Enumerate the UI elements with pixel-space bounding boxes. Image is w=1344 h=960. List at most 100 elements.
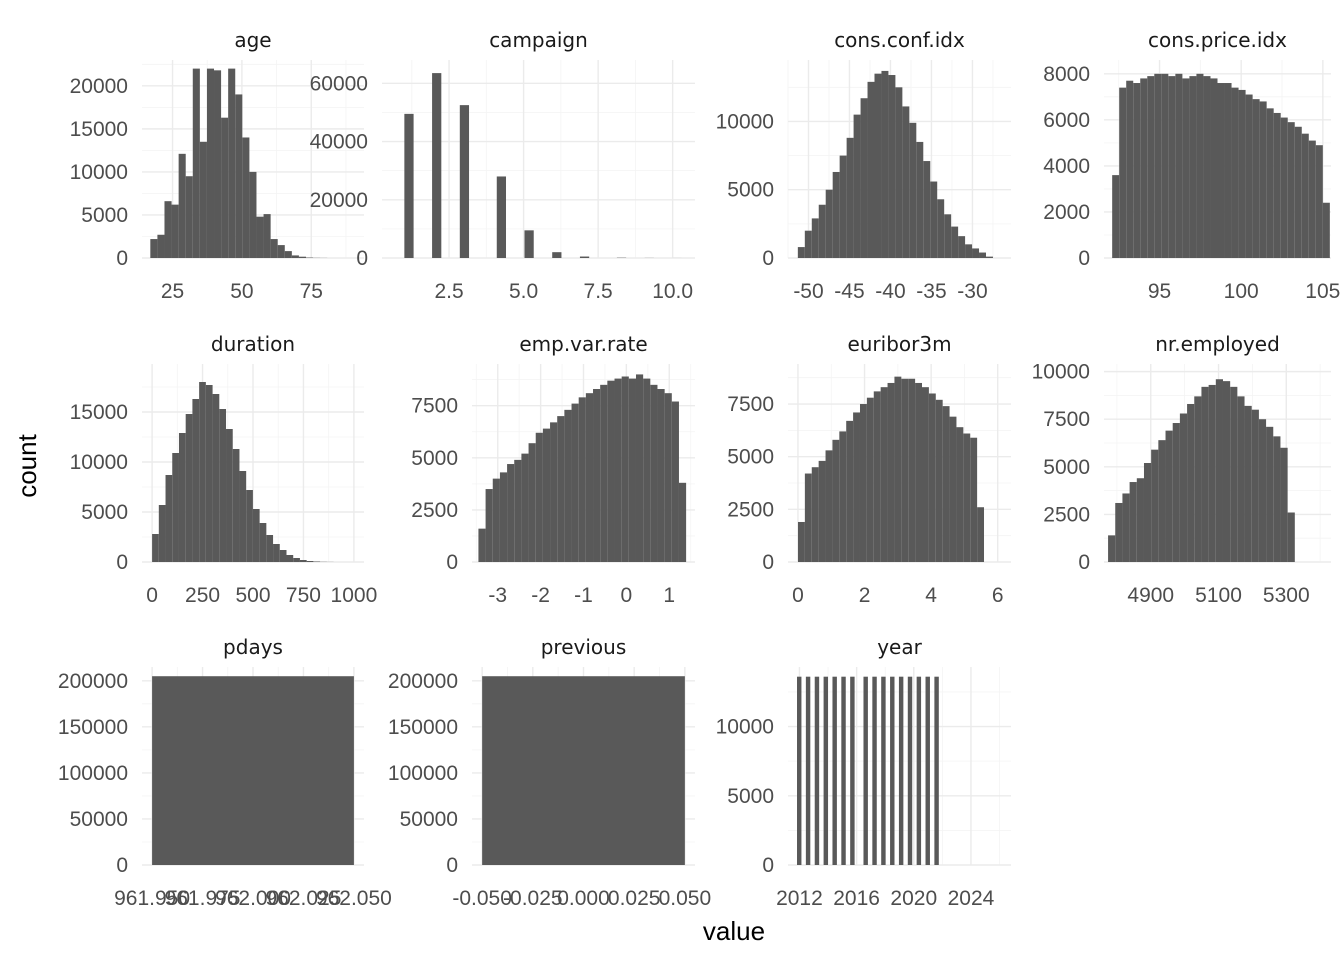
- facet-cons-conf-idx: cons.conf.idx 0 5000 10000 -50 -45 -40 -35 -30: [716, 28, 1011, 303]
- x-tick-label: 962.025: [265, 887, 341, 910]
- histogram-bar: [841, 676, 846, 865]
- histogram-bar: [935, 399, 943, 562]
- x-tick-label: 2012: [776, 887, 823, 910]
- histogram-bar: [972, 248, 980, 258]
- histogram-bar: [1322, 202, 1330, 258]
- histogram-bar: [635, 374, 644, 562]
- histogram-bar: [152, 534, 159, 562]
- y-tick-label: 6000: [1043, 109, 1090, 132]
- facet-title: euribor3m: [847, 332, 951, 356]
- histogram-bar: [909, 122, 917, 258]
- histogram-bar: [860, 98, 868, 258]
- histogram-bar: [811, 218, 819, 258]
- histogram-bar: [916, 141, 924, 258]
- facet-title: nr.employed: [1155, 332, 1280, 356]
- histogram-bar: [888, 75, 896, 259]
- x-tick-label: 1: [663, 584, 675, 607]
- histogram-bar: [192, 68, 200, 258]
- x-tick-label: 75: [300, 280, 323, 303]
- y-tick-label: 0: [356, 247, 368, 270]
- histogram-bar: [1189, 76, 1197, 259]
- y-tick-label: 5000: [727, 179, 774, 202]
- y-tick-label: 200000: [388, 670, 458, 693]
- y-tick-label: 5000: [81, 501, 128, 524]
- facet-duration: duration 0 5000 10000 15000 0 250 500 750 1000: [70, 332, 378, 607]
- histogram-bar: [242, 137, 250, 258]
- x-tick-label: 5100: [1195, 584, 1242, 607]
- x-tick-label: 4: [925, 584, 937, 607]
- histogram-bar: [678, 482, 687, 562]
- y-tick-label: 15000: [70, 118, 128, 141]
- histogram-bar: [832, 439, 840, 562]
- histogram-bar: [797, 247, 805, 258]
- histogram-bar: [839, 431, 847, 562]
- histogram-bar: [965, 244, 973, 258]
- y-tick-label: 0: [1078, 247, 1090, 270]
- histogram-bar: [1301, 133, 1309, 258]
- histogram-bar: [199, 141, 207, 258]
- facet-title: age: [234, 28, 271, 52]
- histogram-bar: [898, 676, 904, 865]
- histogram-bar: [273, 544, 280, 562]
- histogram-bar: [657, 389, 665, 562]
- y-tick-label: 0: [1078, 551, 1090, 574]
- histogram-bar: [1251, 409, 1259, 562]
- histogram-bar: [178, 433, 186, 562]
- histogram-bar: [299, 560, 307, 562]
- histogram-bar: [246, 490, 253, 562]
- histogram-bar: [832, 171, 840, 258]
- histogram-bar: [1245, 94, 1253, 258]
- histogram-bar: [239, 471, 247, 562]
- histogram-bar: [600, 384, 608, 562]
- y-tick-label: 5000: [1043, 456, 1090, 479]
- histogram-bar: [1222, 381, 1231, 562]
- x-tick-label: -0.050: [452, 887, 512, 910]
- histogram-bar: [1203, 76, 1211, 259]
- x-tick-label: 2.5: [434, 280, 463, 303]
- y-tick-label: 10000: [70, 451, 128, 474]
- y-tick-label: 10000: [716, 110, 774, 133]
- x-tick-label: 105: [1305, 280, 1340, 303]
- histogram-bar: [1112, 175, 1120, 258]
- histogram-bar: [805, 676, 811, 865]
- facet-campaign: campaign 0 20000 40000 60000 2.5 5.0 7.5 10.0: [310, 28, 695, 303]
- histogram-bar: [270, 239, 278, 258]
- histogram-bar: [1182, 78, 1190, 258]
- y-tick-label: 8000: [1043, 63, 1090, 86]
- histogram-bar: [259, 523, 267, 562]
- x-tick-label: 0.025: [608, 887, 661, 910]
- histogram-bar: [1143, 463, 1152, 562]
- y-tick-label: 0: [762, 854, 774, 877]
- y-tick-label: 100000: [58, 762, 128, 785]
- histogram-bar: [1133, 83, 1141, 259]
- histogram-bar: [228, 68, 236, 258]
- histogram-bar: [956, 427, 964, 562]
- facet-year: year 0 5000 10000 2012 2016 2020 2024: [716, 635, 1011, 910]
- histogram-bar: [206, 68, 215, 258]
- histogram-bar: [866, 397, 874, 562]
- y-tick-label: 60000: [310, 72, 368, 95]
- histogram-bar: [1168, 76, 1176, 259]
- facet-previous: previous 0 50000 100000 150000 200000 -0.050-0…: [388, 635, 711, 910]
- x-tick-label: 1000: [331, 584, 378, 607]
- x-tick-label: 95: [1148, 280, 1171, 303]
- histogram-bar: [150, 239, 158, 258]
- histogram-bar: [1172, 423, 1180, 562]
- y-tick-label: 150000: [58, 716, 128, 739]
- histogram-bar: [1273, 436, 1281, 562]
- histogram-bar: [172, 453, 179, 562]
- histogram-bar: [804, 230, 812, 258]
- histogram-bar: [1158, 440, 1166, 562]
- histogram-bar: [1196, 73, 1204, 258]
- facet-age: age 0 5000 10000 15000 20000 25 50 75: [70, 28, 364, 303]
- x-tick-label: -0.025: [503, 887, 563, 910]
- histogram-bar: [1238, 89, 1246, 259]
- facet-emp-var-rate: emp.var.rate 0 2500 5000 7500 -3 -2 -1 0 1: [411, 332, 695, 607]
- x-tick-label: 0: [146, 584, 158, 607]
- histogram-bar: [432, 73, 442, 258]
- x-axis-title: value: [703, 916, 765, 946]
- histogram-bar: [298, 256, 307, 258]
- y-tick-label: 4000: [1043, 155, 1090, 178]
- histogram-bar: [578, 397, 586, 562]
- y-tick-label: 2000: [1043, 201, 1090, 224]
